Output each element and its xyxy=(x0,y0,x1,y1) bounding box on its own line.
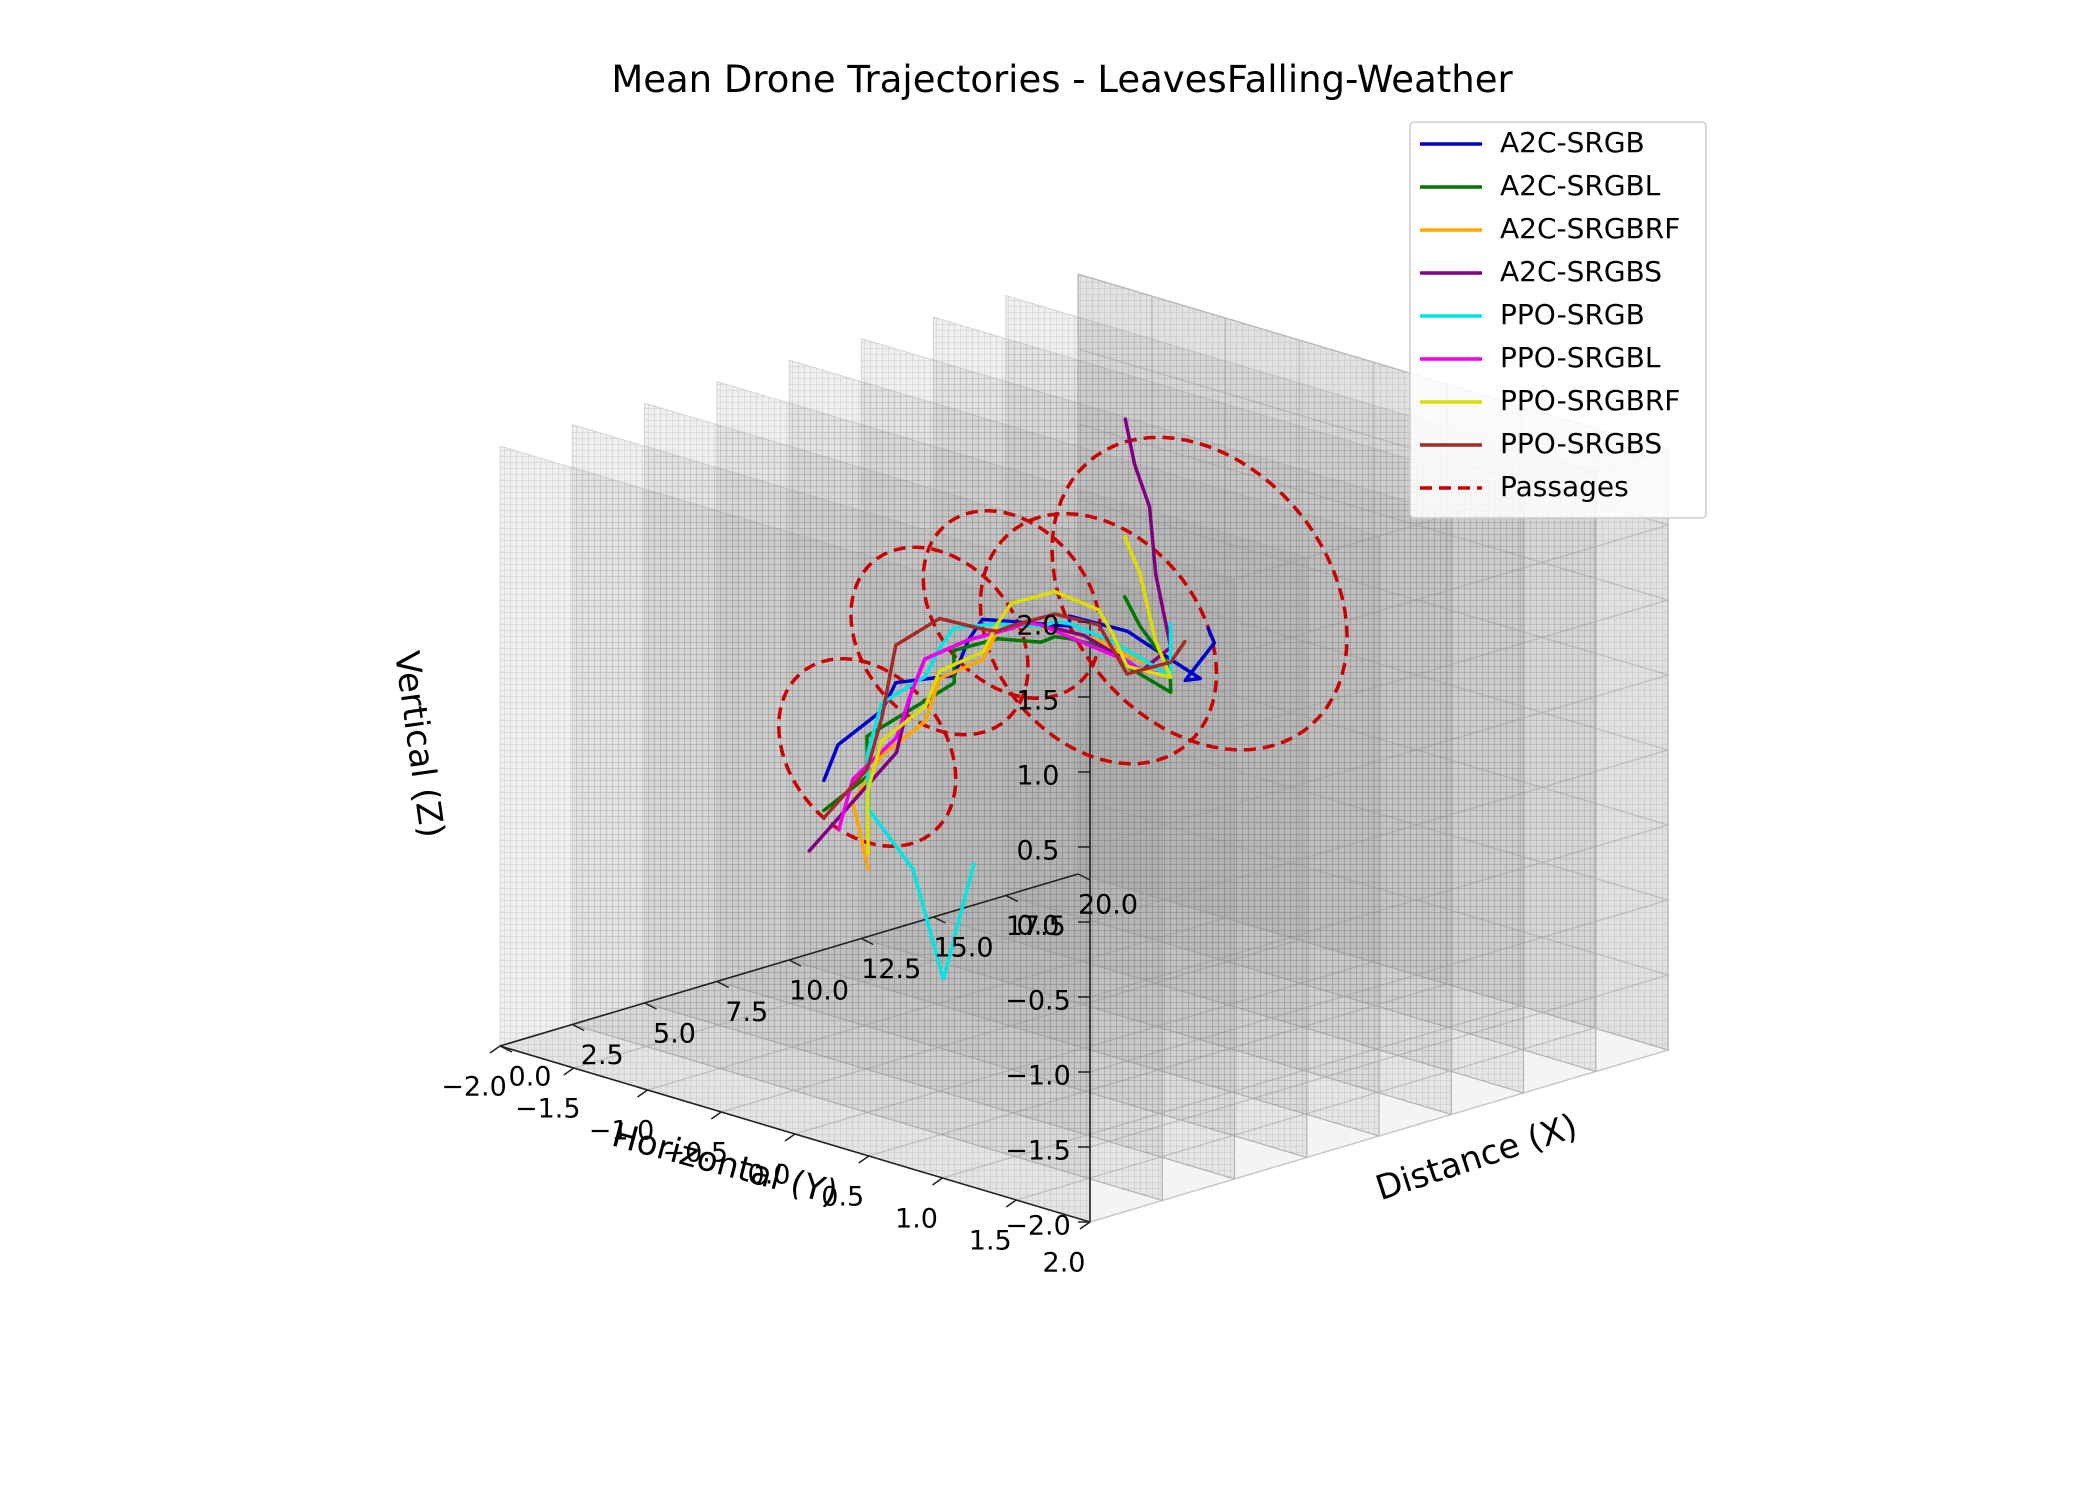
x-tick-mark xyxy=(933,916,946,924)
y-tick-label: −1.5 xyxy=(515,1094,581,1125)
x-tick-mark xyxy=(1077,873,1091,881)
z-tick-label: 1.5 xyxy=(1017,686,1060,717)
legend-label: Passages xyxy=(1500,470,1629,503)
y-tick-mark xyxy=(489,1045,501,1054)
y-tick-label: 0.5 xyxy=(821,1182,864,1213)
legend-label: PPO-SRGB xyxy=(1500,298,1645,331)
x-tick-label: 12.5 xyxy=(861,954,921,985)
x-tick-label: 20.0 xyxy=(1078,890,1138,921)
passage-circle xyxy=(1050,435,1349,752)
x-tick-mark xyxy=(1005,894,1019,903)
z-tick-label: −0.5 xyxy=(1005,986,1071,1017)
z-tick-label: 0.5 xyxy=(1017,836,1060,867)
y-tick-label: −0.5 xyxy=(662,1138,728,1169)
x-tick-label: 15.0 xyxy=(933,933,993,964)
z-tick-label: 2.0 xyxy=(1017,611,1060,642)
x-tick-label: 0.0 xyxy=(509,1062,552,1093)
z-tick-label: −2.0 xyxy=(1005,1211,1071,1242)
legend-label: A2C-SRGBL xyxy=(1500,169,1661,202)
x-tick-mark xyxy=(860,937,874,946)
y-tick-mark xyxy=(563,1067,575,1076)
legend-label: A2C-SRGBRF xyxy=(1500,212,1680,245)
legend-label: PPO-SRGBRF xyxy=(1500,384,1680,417)
y-tick-label: 0.0 xyxy=(748,1160,791,1191)
z-tick-label: −1.0 xyxy=(1005,1061,1071,1092)
trajectory-ppo-srgbl xyxy=(836,620,1158,832)
y-tick-mark xyxy=(932,1177,943,1186)
y-tick-mark xyxy=(858,1155,870,1164)
y-tick-mark xyxy=(710,1111,722,1120)
z-axis-label: Vertical (Z) xyxy=(386,649,452,841)
trajectory-ppo-srgbs xyxy=(822,612,1187,820)
y-tick-label: −2.0 xyxy=(441,1072,507,1103)
x-tick-mark xyxy=(499,1045,513,1053)
y-tick-label: −1.0 xyxy=(589,1116,655,1147)
trajectory-a2c-srgbl xyxy=(822,595,1173,813)
x-tick-mark xyxy=(716,980,730,989)
y-tick-label: 1.5 xyxy=(969,1226,1012,1257)
legend-label: A2C-SRGB xyxy=(1500,126,1645,159)
x-tick-mark xyxy=(571,1023,585,1032)
trajectory-series xyxy=(807,417,1217,981)
y-tick-mark xyxy=(1005,1199,1017,1208)
legend: A2C-SRGB A2C-SRGBL A2C-SRGBRF A2C-SRGBS PPO-… xyxy=(1409,121,1707,519)
x-tick-label: 7.5 xyxy=(725,997,768,1028)
x-tick-label: 17.5 xyxy=(1006,911,1066,942)
z-tick-label: −1.5 xyxy=(1005,1136,1071,1167)
y-tick-mark xyxy=(637,1089,648,1098)
y-tick-mark xyxy=(784,1133,796,1142)
chart-title: Mean Drone Trajectories - LeavesFalling-… xyxy=(611,58,1513,101)
y-tick-label: 1.0 xyxy=(895,1204,938,1235)
legend-label: PPO-SRGBL xyxy=(1500,341,1661,374)
x-tick-label: 5.0 xyxy=(653,1019,696,1050)
passage-circle xyxy=(978,511,1219,766)
x-tick-label: 2.5 xyxy=(581,1040,624,1071)
y-tick-label: 2.0 xyxy=(1043,1248,1086,1279)
x-tick-label: 10.0 xyxy=(789,976,849,1007)
y-tick-mark xyxy=(1079,1221,1091,1230)
x-tick-mark xyxy=(644,1002,657,1010)
legend-box xyxy=(1409,121,1707,519)
legend-label: A2C-SRGBS xyxy=(1500,255,1662,288)
trajectory-ppo-srgbrf xyxy=(865,535,1173,856)
z-tick-label: 1.0 xyxy=(1017,761,1060,792)
passage-circle xyxy=(921,508,1103,701)
legend-label: PPO-SRGBS xyxy=(1500,427,1662,460)
z-tick-label: 0.0 xyxy=(1017,911,1060,942)
x-tick-mark xyxy=(788,959,802,967)
trajectory-ppo-srgb xyxy=(865,619,1173,981)
tick-labels: 0.0 2.5 5.0 7.5 10.0 12.5 15.0 17.5 20.0 2.0 1.5 1.… xyxy=(441,611,1138,1279)
